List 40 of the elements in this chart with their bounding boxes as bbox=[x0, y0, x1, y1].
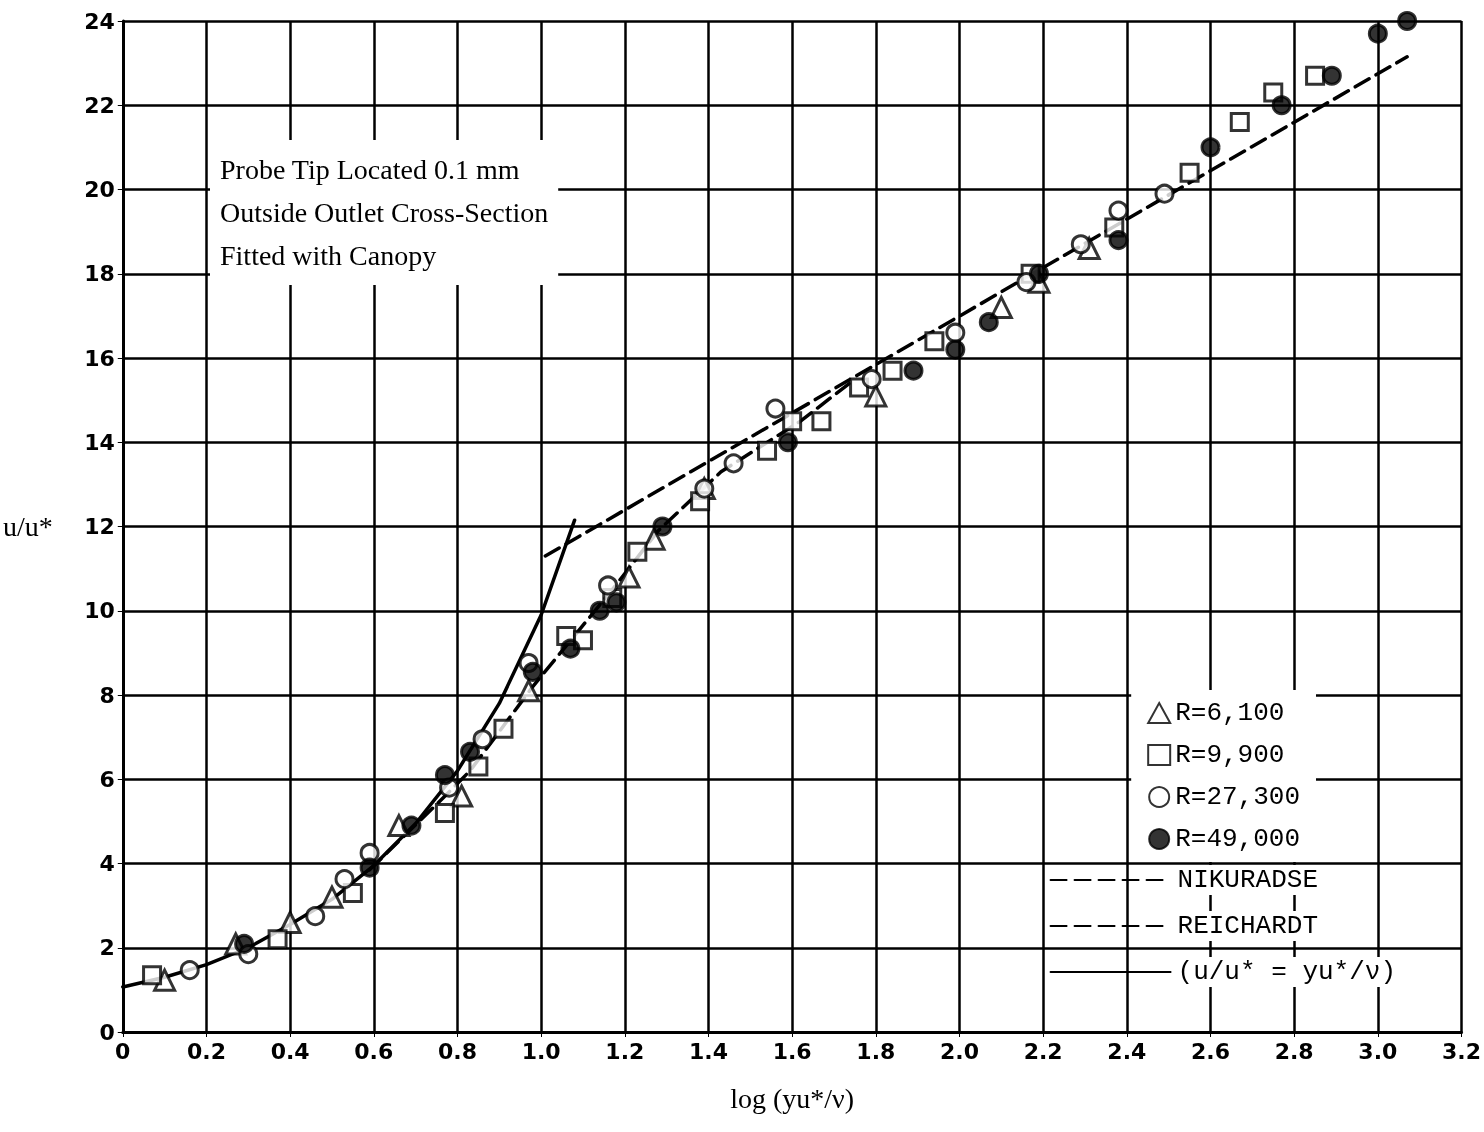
y-tick-label: 10 bbox=[84, 598, 115, 624]
annotation: Probe Tip Located 0.1 mm Outside Outlet Cross-Section Fitted with Canopy bbox=[220, 154, 549, 271]
x-tick-label: 0 bbox=[115, 1038, 131, 1064]
y-tick-label: 4 bbox=[99, 851, 115, 876]
y-tick-label: 22 bbox=[84, 92, 115, 118]
x-tick-label: 2.2 bbox=[1023, 1038, 1063, 1064]
y-tick-label: 2 bbox=[99, 935, 115, 961]
legend-label: R=6,100 bbox=[1175, 698, 1285, 728]
x-tick-label: 0.4 bbox=[270, 1038, 310, 1064]
x-tick-label: 1.6 bbox=[772, 1038, 812, 1064]
x-tick-label: 1.2 bbox=[605, 1038, 645, 1064]
legend-label: R=27,300 bbox=[1175, 782, 1301, 812]
x-tick-label: 1.0 bbox=[521, 1038, 561, 1064]
y-tick-label: 16 bbox=[84, 345, 115, 371]
x-axis-title: log (yu*/ν) bbox=[730, 1082, 855, 1114]
y-tick-label: 20 bbox=[84, 177, 115, 202]
x-tick-label: 2.6 bbox=[1191, 1038, 1230, 1064]
x-tick-label: 0.6 bbox=[354, 1038, 394, 1064]
legend-label: REICHARDT bbox=[1177, 911, 1318, 941]
x-tick-label: 2.4 bbox=[1107, 1038, 1147, 1064]
legend-label: R=9,900 bbox=[1175, 740, 1285, 770]
x-tick-label: 1.4 bbox=[688, 1038, 728, 1064]
y-axis-title: u/u* bbox=[3, 511, 53, 542]
x-tick-label: 0.2 bbox=[186, 1038, 226, 1064]
legend-label: (u/u* = yu*/ν) bbox=[1177, 957, 1396, 987]
x-tick-label: 0.8 bbox=[437, 1038, 477, 1064]
x-tick-label: 2.8 bbox=[1274, 1038, 1314, 1064]
y-tick-label: 24 bbox=[84, 8, 115, 34]
x-tick-label: 3.0 bbox=[1358, 1038, 1398, 1064]
x-tick-label: 1.8 bbox=[856, 1038, 896, 1064]
y-tick-label: 0 bbox=[99, 1019, 115, 1045]
y-tick-label: 18 bbox=[84, 261, 115, 287]
y-tick-label: 6 bbox=[99, 766, 115, 792]
legend-label: R=49,000 bbox=[1175, 824, 1301, 854]
y-tick-label: 12 bbox=[84, 514, 115, 539]
x-tick-label: 2.0 bbox=[940, 1038, 979, 1064]
y-tick-label: 14 bbox=[84, 429, 115, 455]
legend-label: NIKURADSE bbox=[1177, 865, 1318, 895]
y-tick-label: 8 bbox=[99, 682, 115, 708]
x-tick-label: 3.2 bbox=[1442, 1038, 1482, 1064]
